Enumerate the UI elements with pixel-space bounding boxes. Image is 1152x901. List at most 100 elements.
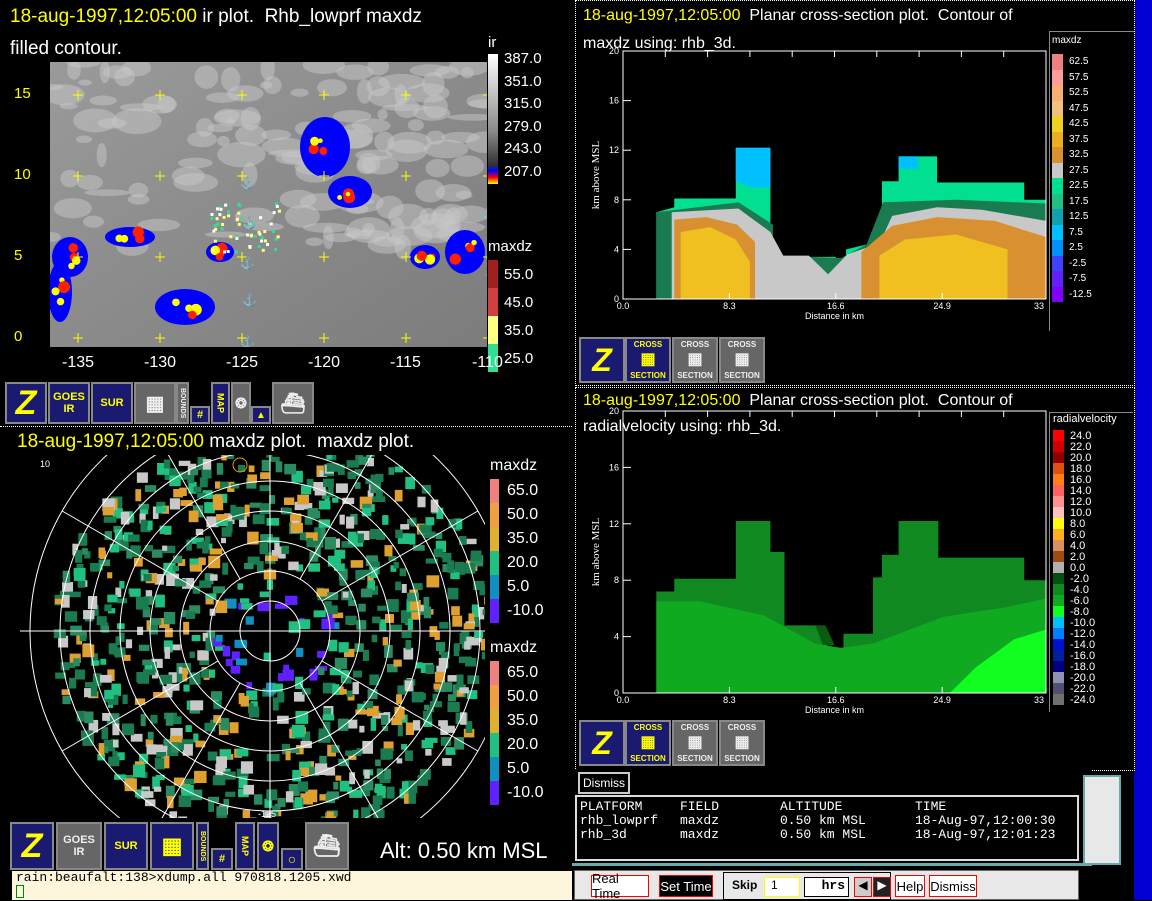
cross-section-icon[interactable]: CROSS ▦ SECTION: [625, 337, 671, 383]
grid-cross: [401, 90, 411, 100]
map-icon[interactable]: MAP: [211, 382, 230, 424]
dismiss-button[interactable]: Dismiss: [578, 772, 630, 794]
radar-echo: [435, 540, 447, 553]
radar-echo: [206, 669, 216, 678]
goes-ir-icon[interactable]: GOES IR: [48, 382, 90, 424]
rings-icon[interactable]: ❂: [257, 822, 279, 870]
buoy-icon[interactable]: ▲: [251, 406, 271, 424]
help-button[interactable]: Help: [895, 875, 925, 897]
sur-icon[interactable]: SUR: [91, 382, 133, 424]
step-forward-button[interactable]: ▶: [873, 877, 891, 897]
radar-echo: [79, 635, 87, 642]
grid-radar-icon[interactable]: ▦: [150, 822, 194, 870]
velocity-cross-section-plot[interactable]: 0 4 8 12 16 20 0.0 8.3 16.6 24.9 33 Distance in km k…: [576, 388, 1048, 718]
radar-echo: [371, 634, 378, 643]
radar-echo: [436, 665, 447, 673]
legend-value: 18.0: [1070, 462, 1092, 475]
title-line2: maxdz using: rhb_3d.: [583, 35, 736, 52]
cross-section-icon[interactable]: CROSS ▦ SECTION: [672, 337, 718, 383]
legend-value: 22.0: [1070, 440, 1092, 453]
sur-icon[interactable]: SUR: [104, 822, 148, 870]
legend-swatch: [1053, 694, 1064, 705]
radar-echo: [223, 798, 230, 809]
radar-echo: [59, 590, 73, 596]
skip-input[interactable]: 1: [764, 877, 800, 897]
radar-echo: [254, 794, 263, 805]
radar-echo: [285, 791, 294, 803]
legend-row: 22.5: [1052, 178, 1134, 194]
radar-echo: [480, 638, 485, 651]
cross-section-icon[interactable]: CROSS ▦ SECTION: [719, 720, 765, 766]
radar-echo: [215, 763, 226, 776]
terminal-window[interactable]: rain:beaufalt:138>xdump.all 970818.1205.…: [12, 871, 572, 900]
radar-echo: [202, 458, 212, 471]
radar-echo: [139, 506, 149, 515]
legend-row: -10.0: [490, 599, 543, 623]
radar-echo: [204, 502, 215, 514]
rings-icon[interactable]: ❂: [231, 382, 251, 424]
ir-maxdz-legend: maxdz 55.0 45.0 35.0 25.0: [488, 238, 548, 373]
zebra-icon[interactable]: Z: [579, 720, 625, 766]
dialog-side-panel: [1083, 775, 1121, 865]
step-back-button[interactable]: ◀: [854, 877, 872, 897]
radar-echo: [188, 481, 197, 494]
goes-ir-icon[interactable]: GOES IR: [56, 822, 102, 870]
zebra-icon[interactable]: Z: [5, 382, 47, 424]
radar-echo: [204, 573, 214, 585]
legend-value: 37.5: [1069, 133, 1089, 145]
radar-echo: [214, 645, 226, 651]
storm-blob: [300, 117, 350, 177]
radar-echo: [172, 565, 179, 572]
radar-echo: [454, 737, 465, 750]
bounds-icon[interactable]: BOUNDS: [176, 382, 189, 424]
terminal-line: rain:beaufalt:138>xdump.all 970818.1205.…: [16, 871, 352, 885]
radar-echo: [138, 644, 150, 651]
radar-echo: [180, 500, 193, 506]
radar-echo: [133, 764, 146, 778]
legend-value: -2.0: [1070, 572, 1089, 585]
radar-echo: [332, 612, 344, 619]
legend-row: -7.5: [1052, 271, 1134, 287]
map-icon[interactable]: MAP: [235, 822, 255, 870]
radar-echo: [90, 653, 98, 667]
real-time-button[interactable]: Real Time: [591, 871, 649, 901]
legend-row: 65.0: [490, 479, 538, 503]
legend-value: 45.0: [504, 293, 534, 311]
maxdz-cross-section-plot[interactable]: 0 4 8 12 16 20 0.0 8.3 16.6 24.9 33 Distance in km k…: [576, 1, 1048, 336]
ir-satellite-image[interactable]: ⚓ ⚓ ⚓ ⚓ ⚓ ⚓ ⚓: [50, 62, 487, 347]
cube-icon: ▦: [640, 351, 656, 368]
set-time-button[interactable]: Set Time: [659, 875, 713, 897]
grid-icon[interactable]: #: [190, 406, 210, 424]
ship-icon[interactable]: ⛴: [272, 382, 314, 424]
legend-row: 5.0: [490, 575, 529, 599]
sur-label: SUR: [114, 840, 138, 852]
radar-ppi-plot[interactable]: 10 -125: [20, 455, 485, 821]
legend-swatch: [1053, 606, 1064, 617]
cross-section-icon[interactable]: CROSS ▦ SECTION: [672, 720, 718, 766]
radar-echo: [202, 632, 208, 642]
grid-radar-icon[interactable]: ▦: [134, 382, 176, 424]
grid-icon[interactable]: #: [211, 848, 233, 870]
radar-echo: [249, 502, 262, 508]
circle-icon[interactable]: ○: [281, 848, 303, 870]
dismiss-time-button[interactable]: Dismiss: [929, 875, 977, 897]
legend-swatch: [1053, 628, 1064, 639]
radar-echo: [329, 668, 342, 676]
radar-echo: [336, 689, 347, 695]
legend-row: -18.0: [1053, 661, 1133, 673]
skip-control: Skip 1 hrs ◀ ▶: [723, 872, 891, 900]
radar-echo: [266, 789, 278, 801]
radar-echo: [350, 560, 364, 568]
zebra-icon[interactable]: Z: [579, 337, 625, 383]
zebra-icon[interactable]: Z: [10, 822, 54, 870]
radar-echo: [243, 784, 255, 795]
cross-section-icon[interactable]: CROSS ▦ SECTION: [719, 337, 765, 383]
bounds-icon[interactable]: BOUNDS: [196, 822, 209, 870]
legend-row: 18.0: [1053, 462, 1133, 475]
cross-section-icon[interactable]: CROSS ▦ SECTION: [625, 720, 671, 766]
radar-echo: [447, 701, 460, 713]
radar-echo: [174, 578, 187, 587]
ship-icon[interactable]: ⛴: [305, 822, 349, 870]
skip-unit-menu[interactable]: hrs: [804, 877, 849, 897]
radar-echo: [440, 722, 448, 736]
